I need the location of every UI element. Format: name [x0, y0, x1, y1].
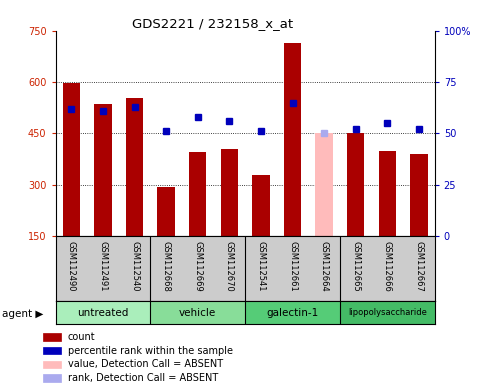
Bar — [157, 187, 175, 236]
Bar — [43, 374, 61, 382]
Bar — [410, 154, 427, 236]
Text: GSM112490: GSM112490 — [67, 242, 76, 292]
Text: GSM112540: GSM112540 — [130, 242, 139, 292]
Text: vehicle: vehicle — [179, 308, 216, 318]
Bar — [63, 83, 80, 236]
Text: GSM112491: GSM112491 — [99, 242, 107, 292]
Text: untreated: untreated — [77, 308, 128, 318]
Bar — [347, 133, 364, 236]
Text: GSM112665: GSM112665 — [351, 242, 360, 292]
Bar — [150, 301, 245, 324]
Bar — [379, 151, 396, 236]
Bar — [284, 43, 301, 236]
Text: GSM112666: GSM112666 — [383, 242, 392, 292]
Bar — [56, 301, 150, 324]
Text: GSM112668: GSM112668 — [162, 242, 170, 292]
Text: GSM112541: GSM112541 — [256, 242, 266, 292]
Bar — [245, 301, 340, 324]
Bar — [94, 104, 112, 236]
Text: agent ▶: agent ▶ — [2, 309, 44, 319]
Text: GSM112669: GSM112669 — [193, 242, 202, 292]
Bar — [252, 174, 270, 236]
Bar — [126, 98, 143, 236]
Bar — [43, 361, 61, 368]
Text: rank, Detection Call = ABSENT: rank, Detection Call = ABSENT — [68, 373, 218, 383]
Text: galectin-1: galectin-1 — [267, 308, 319, 318]
Text: count: count — [68, 332, 95, 342]
Text: GSM112667: GSM112667 — [414, 242, 424, 292]
Bar — [189, 152, 206, 236]
Text: value, Detection Call = ABSENT: value, Detection Call = ABSENT — [68, 359, 223, 369]
Bar — [43, 347, 61, 354]
Text: percentile rank within the sample: percentile rank within the sample — [68, 346, 232, 356]
Text: lipopolysaccharide: lipopolysaccharide — [348, 308, 427, 318]
Bar — [315, 133, 333, 236]
Bar — [221, 149, 238, 236]
Text: GSM112661: GSM112661 — [288, 242, 297, 292]
Text: GSM112670: GSM112670 — [225, 242, 234, 292]
Text: GDS2221 / 232158_x_at: GDS2221 / 232158_x_at — [132, 17, 293, 30]
Text: GSM112664: GSM112664 — [320, 242, 328, 292]
Bar — [340, 301, 435, 324]
Bar — [43, 333, 61, 341]
